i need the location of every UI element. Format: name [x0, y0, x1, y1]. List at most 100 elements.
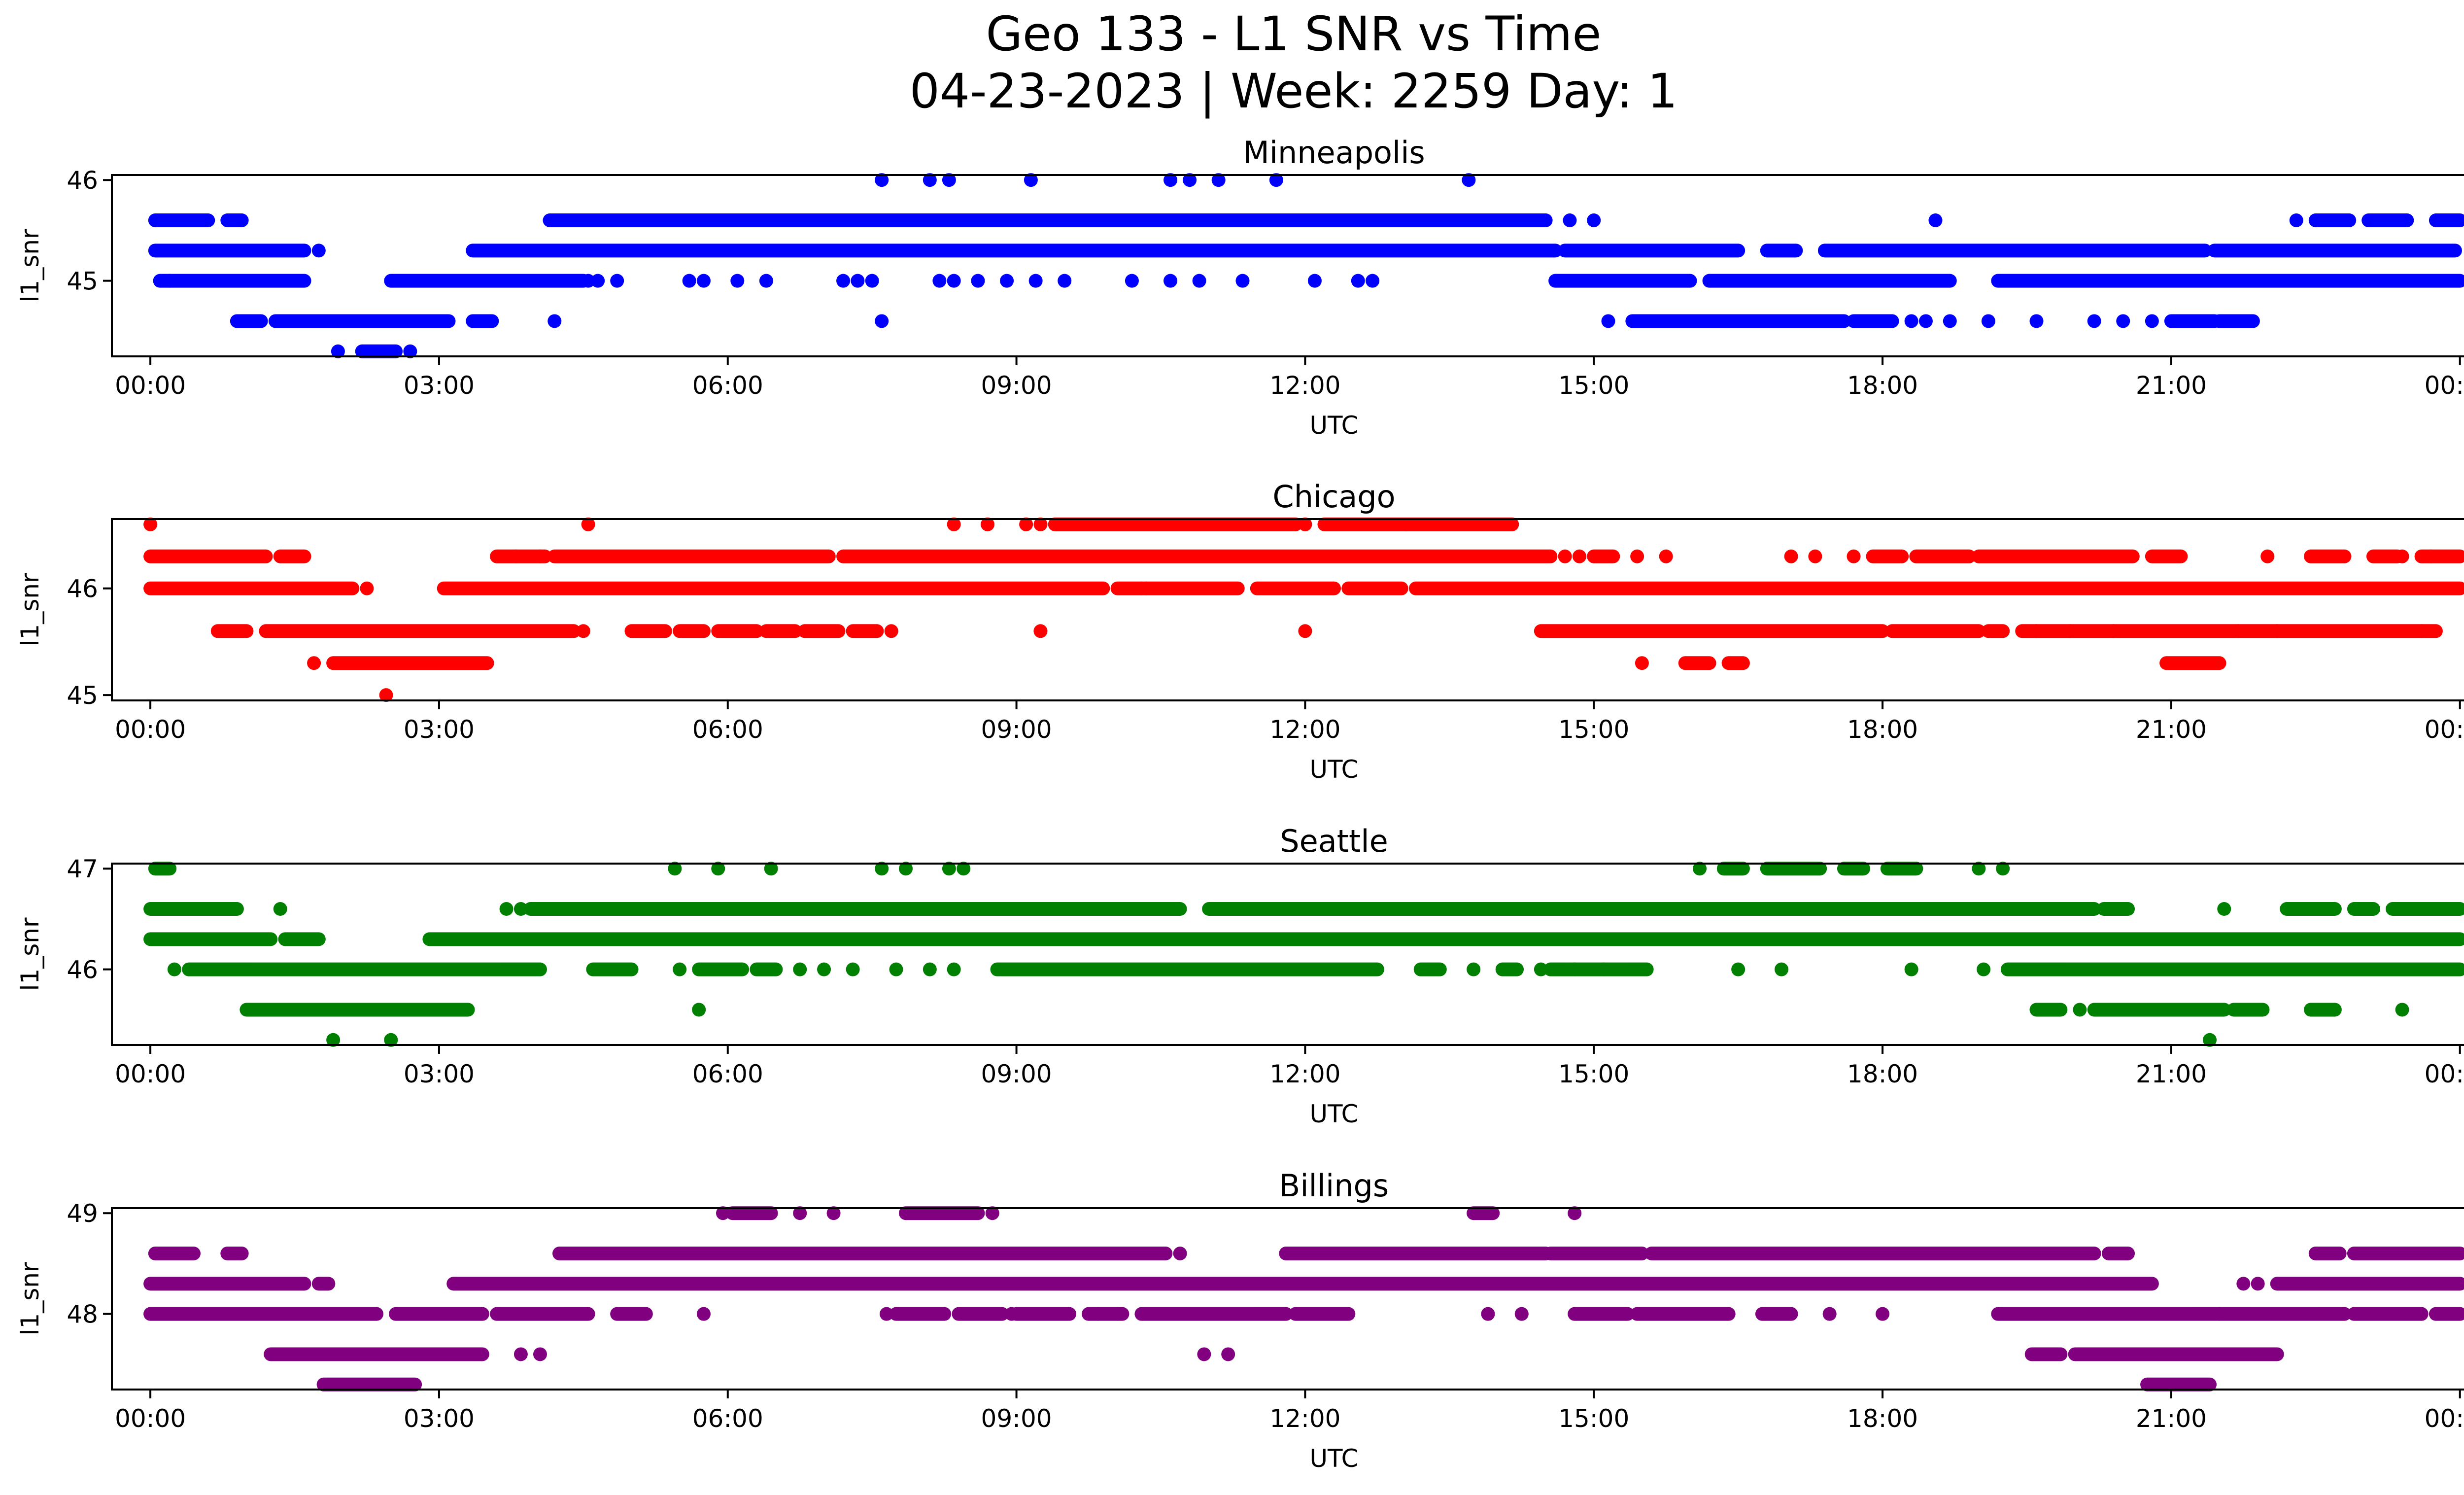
scatter-point	[1462, 173, 1476, 187]
scatter-point-run	[899, 1206, 985, 1220]
scatter-point	[673, 962, 687, 976]
scatter-point	[846, 962, 860, 976]
scatter-point-run	[384, 274, 590, 288]
scatter-point	[311, 243, 326, 258]
scatter-point	[985, 1206, 999, 1220]
scatter-point	[384, 1033, 398, 1047]
scatter-point	[2236, 1277, 2251, 1291]
scatter-point	[1024, 173, 1038, 187]
axes-frame	[111, 174, 2464, 357]
scatter-point-run	[1495, 962, 1524, 976]
y-tick-label: 45	[67, 681, 98, 710]
scatter-point	[533, 1347, 547, 1361]
scatter-point-run	[259, 624, 581, 638]
scatter-point-run	[326, 656, 494, 670]
x-tick-label: 00:00	[2425, 1404, 2464, 1433]
scatter-point-run	[182, 962, 547, 976]
scatter-point-run	[1817, 243, 2212, 258]
scatter-point-run	[2308, 1247, 2347, 1260]
scatter-point-run	[466, 243, 1563, 258]
scatter-point	[1366, 274, 1380, 288]
x-tick-label: 12:00	[1269, 1060, 1340, 1088]
scatter-markers	[143, 862, 2464, 1047]
scatter-point	[2217, 902, 2231, 916]
y-axis-label: l1_snr	[16, 917, 44, 991]
scatter-point-run	[1716, 862, 1750, 876]
scatter-point	[2395, 549, 2409, 563]
x-tick-label: 12:00	[1269, 1404, 1340, 1433]
scatter-point-run	[2145, 549, 2188, 563]
scatter-point	[1659, 549, 1673, 563]
scatter-point	[1514, 1307, 1529, 1321]
scatter-point	[1004, 1307, 1019, 1321]
x-tick-label: 21:00	[2136, 371, 2207, 400]
scatter-point-run	[2304, 549, 2352, 563]
scatter-point-run	[1972, 549, 2140, 563]
scatter-point	[1221, 1347, 1235, 1361]
x-tick-label: 12:00	[1269, 715, 1340, 744]
scatter-point-run	[148, 1247, 201, 1260]
scatter-point-run	[889, 1307, 952, 1321]
scatter-point-run	[711, 624, 764, 638]
x-tick-label: 09:00	[981, 1404, 1052, 1433]
x-tick-label: 09:00	[981, 371, 1052, 400]
scatter-point-run	[1250, 581, 1341, 595]
x-tick-label: 15:00	[1558, 1404, 1629, 1433]
scatter-point	[865, 274, 879, 288]
scatter-point-run	[1534, 624, 1890, 638]
scatter-point-run	[268, 314, 456, 328]
scatter-point	[875, 314, 889, 328]
axes-frame	[111, 863, 2464, 1046]
x-tick-label: 03:00	[404, 1404, 475, 1433]
scatter-point	[403, 344, 417, 358]
scatter-point-run	[543, 213, 1553, 227]
scatter-point	[513, 902, 528, 916]
subplot-minneapolis: Minneapolis 00:00 03:00 06:00 09:00 12:00 15:0…	[16, 135, 2464, 440]
scatter-point-run	[1279, 1247, 1553, 1260]
scatter-point	[1235, 274, 1250, 288]
scatter-point	[668, 862, 682, 876]
scatter-point	[923, 173, 937, 187]
scatter-point	[1173, 1247, 1187, 1260]
scatter-point	[513, 1347, 528, 1361]
subplot-title: Chicago	[1272, 479, 1395, 515]
scatter-point-run	[1625, 314, 1851, 328]
scatter-point	[1775, 962, 1789, 976]
scatter-point	[273, 902, 287, 916]
x-tick-label: 09:00	[981, 715, 1052, 744]
scatter-point-run	[2308, 213, 2357, 227]
scatter-point	[923, 962, 937, 976]
x-tick-label: 18:00	[1847, 715, 1918, 744]
scatter-point	[1876, 1307, 1890, 1321]
scatter-point-run	[2429, 1307, 2464, 1321]
x-tick-label: 06:00	[692, 715, 763, 744]
scatter-point	[1996, 862, 2010, 876]
scatter-point	[307, 656, 321, 670]
scatter-point	[360, 581, 374, 595]
scatter-point-run	[952, 1307, 1009, 1321]
scatter-point-run	[143, 902, 244, 916]
scatter-point	[1033, 517, 1048, 531]
scatter-point	[851, 274, 865, 288]
x-tick-label: 06:00	[692, 1404, 763, 1433]
scatter-point-run	[143, 1307, 384, 1321]
x-tick-label: 00:00	[115, 371, 186, 400]
scatter-point	[1298, 624, 1312, 638]
scatter-point	[716, 1206, 730, 1220]
scatter-point-run	[1009, 1307, 1076, 1321]
scatter-markers	[143, 1206, 2464, 1391]
subplots: Minneapolis 00:00 03:00 06:00 09:00 12:00 15:0…	[16, 135, 2464, 1473]
scatter-point-run	[1587, 549, 1620, 563]
scatter-point	[1731, 962, 1745, 976]
scatter-point	[2289, 213, 2303, 227]
scatter-point	[2073, 1003, 2087, 1017]
scatter-point-run	[2087, 1003, 2231, 1017]
scatter-point-run	[523, 902, 1187, 916]
scatter-point-run	[273, 549, 311, 563]
x-tick-label: 15:00	[1558, 371, 1629, 400]
scatter-point-run	[552, 1247, 1173, 1260]
scatter-point	[2231, 624, 2246, 638]
scatter-point-run	[1760, 243, 1803, 258]
scatter-point	[2106, 624, 2121, 638]
scatter-point	[696, 1307, 711, 1321]
